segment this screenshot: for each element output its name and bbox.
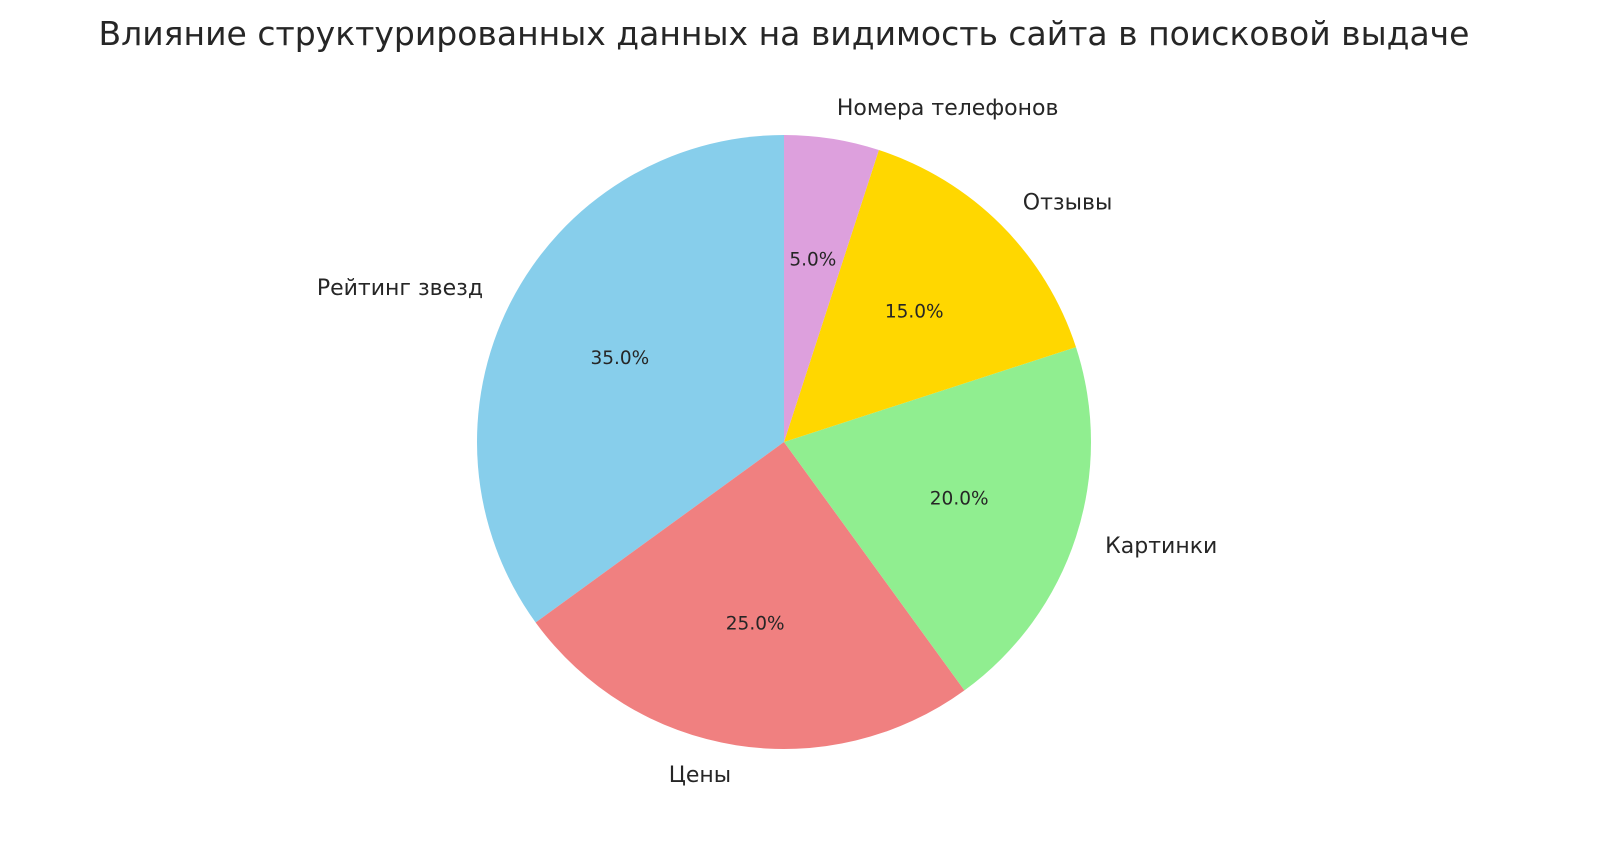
pie-slice — [784, 150, 1076, 443]
slice-label: Цены — [669, 763, 731, 788]
pie-slice — [784, 135, 879, 442]
slice-label: Рейтинг звезд — [317, 276, 483, 301]
slice-label: Номера телефонов — [837, 96, 1059, 121]
percent-label: 15.0% — [885, 301, 944, 322]
percent-label: 20.0% — [930, 488, 989, 509]
percent-label: 35.0% — [590, 348, 649, 369]
pie-slice — [535, 442, 965, 749]
slice-label: Отзывы — [1023, 191, 1113, 216]
percent-label: 25.0% — [726, 613, 785, 634]
percent-label: 5.0% — [789, 250, 836, 271]
slice-label: Картинки — [1105, 534, 1217, 559]
chart-title: Влияние структурированных данных на види… — [99, 14, 1470, 53]
pie-slice — [784, 347, 1091, 691]
pie-slice — [476, 135, 784, 623]
